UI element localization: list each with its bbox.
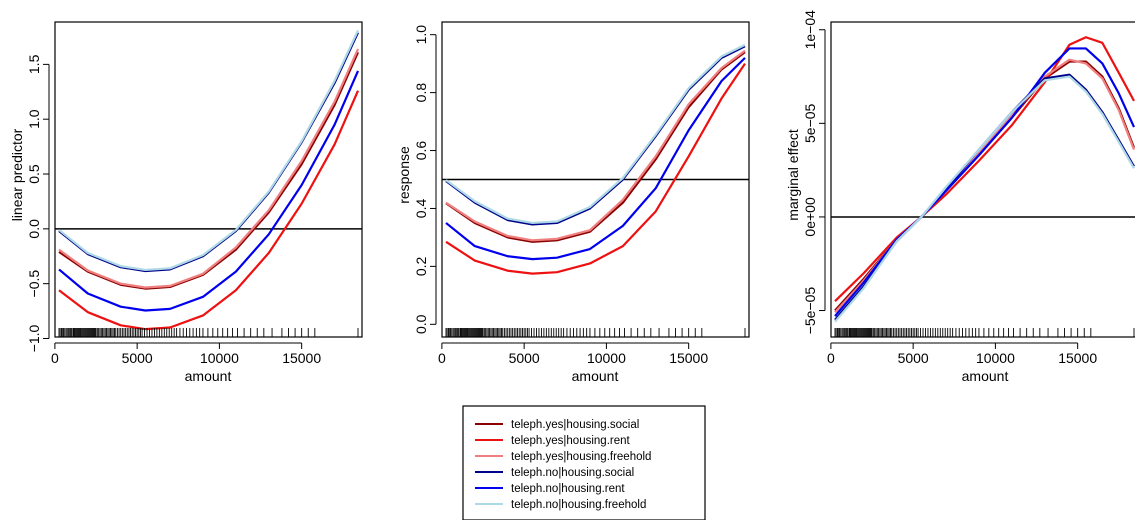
y-tick-label: −0.5 <box>26 270 42 298</box>
series-line <box>834 75 1135 323</box>
legend-entry: teleph.no|housing.social <box>475 467 634 479</box>
legend-label: teleph.yes|housing.social <box>511 419 639 431</box>
legend-entry: teleph.yes|housing.social <box>475 419 639 431</box>
x-tick-label: 0 <box>438 350 446 366</box>
x-tick-label: 5000 <box>898 350 929 366</box>
x-tick-label: 5000 <box>122 350 153 366</box>
legend: teleph.yes|housing.social teleph.yes|hou… <box>462 405 706 520</box>
y-tick-label: 1.0 <box>26 109 42 129</box>
series-line <box>834 60 1135 312</box>
series-group <box>58 29 360 331</box>
legend-label: teleph.yes|housing.freehold <box>511 451 651 463</box>
y-tick-label: 0.8 <box>413 83 429 103</box>
legend-box <box>462 405 706 520</box>
series-line <box>834 73 1135 321</box>
series-line <box>445 51 746 243</box>
series-line <box>445 43 746 225</box>
x-tick-label: 0 <box>51 350 59 366</box>
legend-entry: teleph.no|housing.rent <box>475 483 625 495</box>
series-line <box>58 70 360 312</box>
panel-marginal-effect: marginal effect amount 0 5000 10000 15000 −5… <box>785 10 1135 384</box>
y-tick-label: 0.4 <box>413 199 429 219</box>
rug <box>445 328 746 337</box>
series-line <box>445 57 746 261</box>
series-line <box>58 48 360 289</box>
legend-label: teleph.no|housing.social <box>511 467 634 479</box>
x-tick-label: 10000 <box>976 350 1015 366</box>
x-tick-label: 10000 <box>587 350 626 366</box>
y-tick-label: 1.5 <box>26 54 42 74</box>
y-tick-label: 1e−04 <box>802 10 818 50</box>
panel-1-xlabel: amount <box>185 368 232 384</box>
x-tick-label: 15000 <box>1058 350 1097 366</box>
series-line <box>58 32 359 273</box>
series-line <box>58 29 359 272</box>
legend-entry: teleph.yes|housing.freehold <box>475 451 651 463</box>
x-tick-label: 0 <box>827 350 835 366</box>
series-group <box>445 43 746 275</box>
series-line <box>834 36 1135 302</box>
x-tick-label: 10000 <box>200 350 239 366</box>
y-tick-label: 0.0 <box>26 219 42 239</box>
legend-label: teleph.yes|housing.rent <box>511 435 631 447</box>
plot-border <box>441 21 750 338</box>
legend-label: teleph.no|housing.freehold <box>511 499 646 511</box>
series-line <box>58 90 360 331</box>
y-tick-label: 0.6 <box>413 141 429 161</box>
y-tick-label: 1.0 <box>413 25 429 45</box>
y-tick-label: 0e+00 <box>802 197 818 237</box>
y-tick-label: 0.5 <box>26 164 42 184</box>
x-tick-label: 15000 <box>282 350 321 366</box>
panel-3-ylabel: marginal effect <box>785 129 801 221</box>
legend-entry: teleph.no|housing.freehold <box>475 499 646 511</box>
series-group <box>834 36 1135 323</box>
x-tick-label: 5000 <box>509 350 540 366</box>
y-tick-label: 0.0 <box>413 314 429 334</box>
y-tick-label: 5e−05 <box>802 103 818 143</box>
panel-1-ylabel: linear predictor <box>9 128 25 221</box>
legend-entry: teleph.yes|housing.rent <box>475 435 631 447</box>
plot-border <box>830 21 1135 338</box>
series-line <box>445 63 746 275</box>
y-tick-label: 0.2 <box>413 256 429 276</box>
panel-response: response amount 0 5000 10000 15000 0.0 0.2 0.4… <box>396 21 750 384</box>
series-line <box>834 47 1135 317</box>
series-line <box>445 49 746 242</box>
rug <box>58 328 359 337</box>
y-tick-label: −5e−05 <box>802 287 818 335</box>
panel-3-xlabel: amount <box>962 368 1009 384</box>
panel-2-xlabel: amount <box>572 368 619 384</box>
x-tick-label: 15000 <box>669 350 708 366</box>
y-tick-label: −1.0 <box>26 324 42 352</box>
plot-border <box>54 21 363 338</box>
panel-linear-predictor: linear predictor amount 0 5000 10000 15000 −… <box>9 21 363 384</box>
legend-label: teleph.no|housing.rent <box>511 483 625 495</box>
rug <box>834 328 1135 337</box>
panel-2-ylabel: response <box>396 146 412 204</box>
